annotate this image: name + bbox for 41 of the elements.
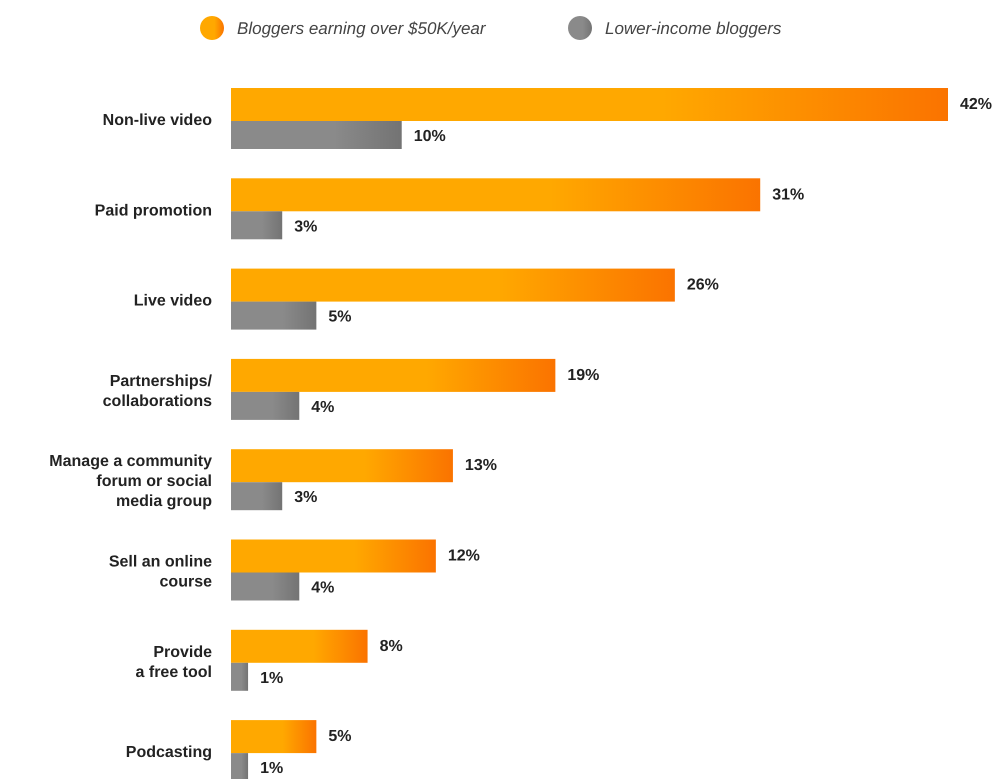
y-tick-label: Live video [134, 292, 212, 310]
data-label: 13% [464, 457, 497, 474]
bar [231, 540, 436, 572]
bar [231, 121, 402, 149]
data-label: 19% [567, 366, 600, 384]
data-label: 42% [960, 96, 992, 113]
bar [231, 572, 300, 600]
bar [231, 630, 368, 663]
bar [231, 449, 453, 482]
data-label: 3% [294, 489, 318, 506]
bar [231, 662, 248, 691]
data-label: 4% [311, 398, 334, 416]
y-tick-label: Provide a free tool [136, 644, 212, 681]
legend-label: Lower-income bloggers [605, 19, 782, 38]
data-label: 31% [772, 186, 804, 204]
data-label: 12% [448, 548, 480, 564]
bar [231, 88, 948, 121]
data-label: 1% [260, 670, 284, 687]
data-label: 3% [294, 218, 318, 236]
data-label: 10% [414, 128, 446, 145]
data-label: 1% [260, 760, 284, 778]
bar [231, 358, 556, 392]
bar [231, 302, 316, 330]
data-label: 5% [328, 308, 352, 326]
bar [231, 178, 760, 212]
data-label: 8% [380, 638, 403, 655]
y-tick-label: Non-live video [102, 112, 212, 129]
data-label: 4% [311, 580, 334, 596]
data-label: 26% [686, 276, 719, 294]
bar [231, 720, 316, 754]
y-tick-label: Sell an online course [108, 554, 212, 590]
y-tick-label: Partnerships/ collaborations [102, 372, 213, 410]
y-tick-label: Podcasting [126, 744, 212, 762]
bar [231, 268, 675, 302]
bar [231, 392, 300, 420]
bar [231, 211, 282, 240]
data-label: 5% [328, 728, 352, 746]
bar [231, 482, 282, 510]
y-tick-label: Manage a community forum or social media group [49, 453, 212, 510]
legend-label: Bloggers earning over $50K/year [237, 19, 487, 38]
y-tick-label: Paid promotion [94, 202, 212, 220]
